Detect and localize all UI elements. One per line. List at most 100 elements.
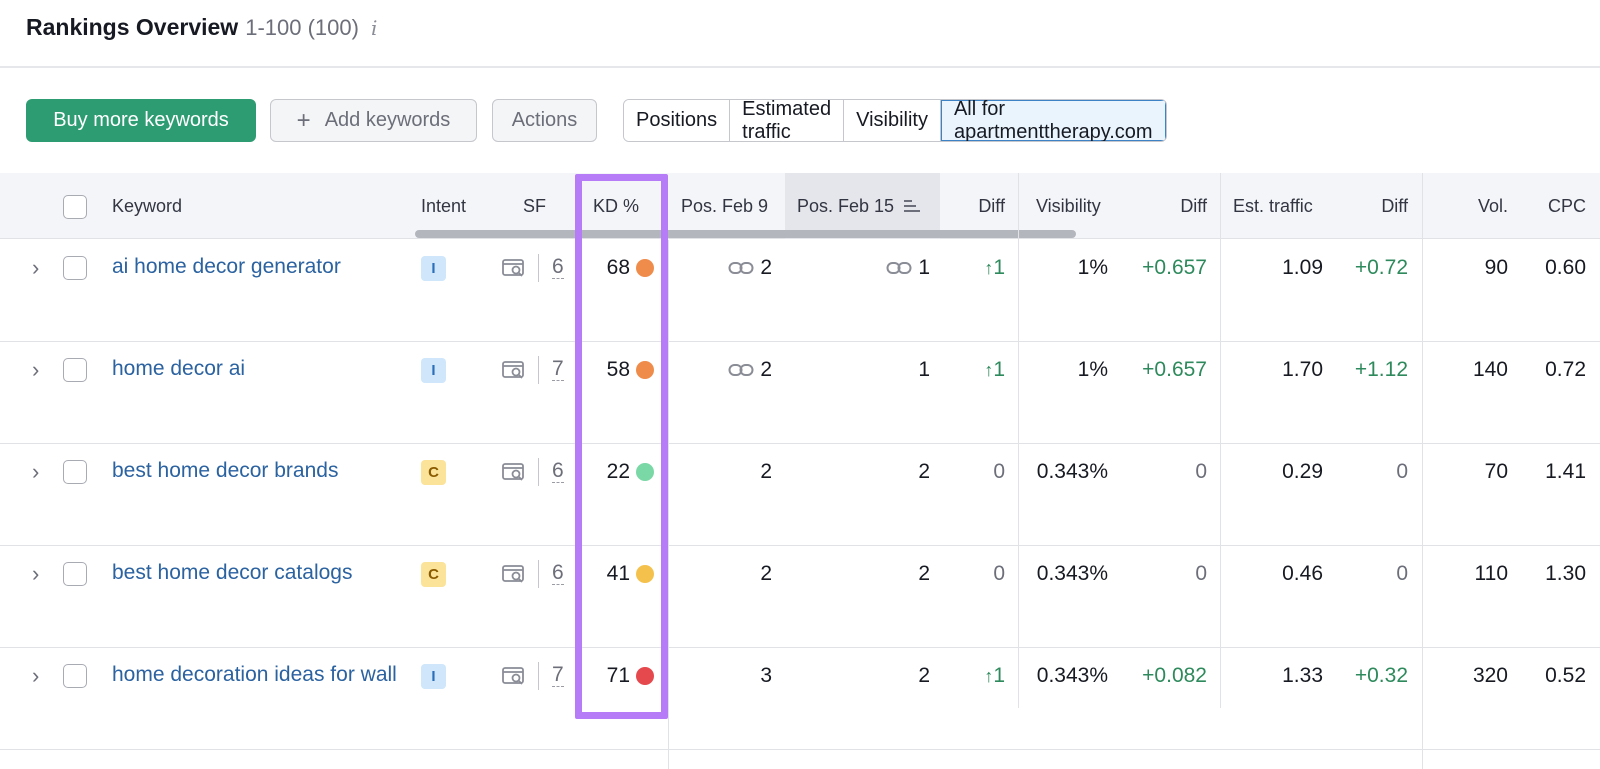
- segment-all-for-domain[interactable]: All for apartmenttherapy.com: [940, 100, 1166, 141]
- kd-value: 71: [606, 664, 630, 687]
- serp-features-icon[interactable]: [502, 666, 526, 686]
- kd-value: 41: [606, 562, 630, 585]
- serp-features-icon[interactable]: [502, 258, 526, 278]
- col-kd[interactable]: KD %: [593, 195, 640, 216]
- page-title: Rankings Overview: [26, 14, 239, 40]
- add-keywords-label: Add keywords: [324, 109, 451, 131]
- col-sf[interactable]: SF: [523, 195, 547, 216]
- expand-row-icon[interactable]: ›: [32, 255, 40, 280]
- est-traffic-value: 1.33: [1282, 664, 1323, 687]
- serp-features-icon[interactable]: [502, 462, 526, 482]
- sf-count[interactable]: 6: [552, 459, 564, 483]
- keyword-link[interactable]: best home decor brands: [112, 459, 339, 482]
- view-segmented-control: Positions Estimated traffic Visibility A…: [623, 99, 1167, 142]
- pos-feb15-value: 1: [918, 256, 930, 279]
- intent-badge: I: [421, 358, 446, 383]
- info-icon[interactable]: i: [370, 16, 378, 40]
- segment-estimated-traffic[interactable]: Estimated traffic: [730, 100, 845, 141]
- page-header: Rankings Overview 1-100 (100) i: [26, 14, 377, 44]
- kd-value: 68: [606, 256, 630, 279]
- pos-feb15-cell: 2: [850, 664, 930, 688]
- col-est-traffic[interactable]: Est. traffic: [1233, 195, 1313, 216]
- sort-desc-icon: [904, 199, 921, 213]
- pos-feb15-value: 2: [918, 562, 930, 585]
- keyword-link[interactable]: best home decor catalogs: [112, 561, 353, 584]
- table-row[interactable]: › ai home decor generator I 6 68 2 1 ↑1 …: [0, 240, 1600, 342]
- col-pos-feb9[interactable]: Pos. Feb 9: [681, 195, 769, 216]
- visibility-diff: 0: [1195, 460, 1207, 483]
- col-intent[interactable]: Intent: [421, 195, 467, 216]
- pos-feb9-cell: 2: [690, 358, 772, 382]
- col-diff[interactable]: Diff: [978, 195, 1005, 216]
- expand-row-icon[interactable]: ›: [32, 561, 40, 586]
- pos-feb9-value: 2: [760, 358, 772, 381]
- col-visibility[interactable]: Visibility: [1036, 195, 1101, 216]
- expand-row-icon[interactable]: ›: [32, 459, 40, 484]
- pos-feb9-cell: 2: [690, 460, 772, 484]
- pos-feb9-cell: 2: [690, 562, 772, 586]
- sf-separator: [538, 356, 539, 384]
- est-traffic-value: 0.46: [1282, 562, 1323, 585]
- sf-count[interactable]: 7: [552, 663, 564, 687]
- traffic-diff: +1.12: [1354, 358, 1408, 381]
- volume-value: 320: [1472, 664, 1508, 687]
- keyword-link[interactable]: home decor ai: [112, 357, 246, 380]
- keyword-link[interactable]: home decoration ideas for wall: [112, 663, 397, 686]
- serp-features-icon[interactable]: [502, 564, 526, 584]
- table-row[interactable]: › home decor ai I 7 58 2 1 ↑1 1% +0.657 …: [0, 342, 1600, 444]
- position-diff-value: 1: [993, 664, 1005, 687]
- link-icon: [728, 262, 754, 275]
- row-checkbox[interactable]: [63, 664, 87, 688]
- select-all-checkbox[interactable]: [63, 195, 87, 219]
- position-diff: 0: [940, 562, 1005, 586]
- col-pos-feb15-label: Pos. Feb 15: [797, 195, 895, 216]
- row-checkbox[interactable]: [63, 562, 87, 586]
- table-row[interactable]: › best home decor brands C 6 22 2 2 0 0.…: [0, 444, 1600, 546]
- table-row[interactable]: › home decoration ideas for wall I 7 71 …: [0, 648, 1600, 750]
- col-traffic-diff[interactable]: Diff: [1381, 195, 1408, 216]
- col-volume[interactable]: Vol.: [1477, 195, 1508, 216]
- segment-positions[interactable]: Positions: [624, 100, 731, 141]
- actions-button[interactable]: Actions: [492, 99, 597, 142]
- header-divider: [0, 66, 1600, 68]
- visibility-diff: 0: [1195, 562, 1207, 585]
- keyword-link[interactable]: ai home decor generator: [112, 255, 341, 278]
- sf-count[interactable]: 7: [552, 357, 564, 381]
- table-row[interactable]: › best home decor catalogs C 6 41 2 2 0 …: [0, 546, 1600, 648]
- volume-value: 90: [1484, 256, 1508, 279]
- row-checkbox[interactable]: [63, 358, 87, 382]
- sf-count[interactable]: 6: [552, 561, 564, 585]
- add-keywords-button[interactable]: + Add keywords: [270, 99, 477, 142]
- serp-features-icon[interactable]: [502, 360, 526, 380]
- pos-feb9-value: 2: [760, 460, 772, 483]
- visibility-value: 0.343%: [1036, 460, 1108, 483]
- kd-value: 58: [606, 358, 630, 381]
- visibility-value: 1%: [1077, 256, 1108, 279]
- plus-icon: +: [296, 106, 311, 134]
- col-pos-feb15[interactable]: Pos. Feb 15: [785, 173, 940, 239]
- sf-count[interactable]: 6: [552, 255, 564, 279]
- result-range: 1-100 (100): [245, 15, 359, 40]
- position-diff: 0: [940, 460, 1005, 484]
- column-divider: [1018, 173, 1019, 708]
- row-checkbox[interactable]: [63, 256, 87, 280]
- intent-badge: I: [421, 256, 446, 281]
- expand-row-icon[interactable]: ›: [32, 357, 40, 382]
- sf-separator: [538, 560, 539, 588]
- col-visibility-diff[interactable]: Diff: [1180, 195, 1207, 216]
- link-icon: [886, 262, 912, 275]
- traffic-diff: +0.72: [1354, 256, 1408, 279]
- col-keyword[interactable]: Keyword: [112, 195, 183, 216]
- segment-visibility[interactable]: Visibility: [844, 100, 941, 141]
- row-checkbox[interactable]: [63, 460, 87, 484]
- position-diff: ↑1: [940, 358, 1005, 382]
- col-cpc[interactable]: CPC: [1547, 195, 1586, 216]
- buy-more-keywords-button[interactable]: Buy more keywords: [26, 99, 256, 142]
- sf-separator: [538, 458, 539, 486]
- position-diff-value: 1: [993, 256, 1005, 279]
- expand-row-icon[interactable]: ›: [32, 663, 40, 688]
- horizontal-scrollbar[interactable]: [415, 230, 1076, 238]
- volume-value: 110: [1474, 562, 1508, 585]
- est-traffic-value: 1.09: [1282, 256, 1323, 279]
- link-icon: [728, 364, 754, 377]
